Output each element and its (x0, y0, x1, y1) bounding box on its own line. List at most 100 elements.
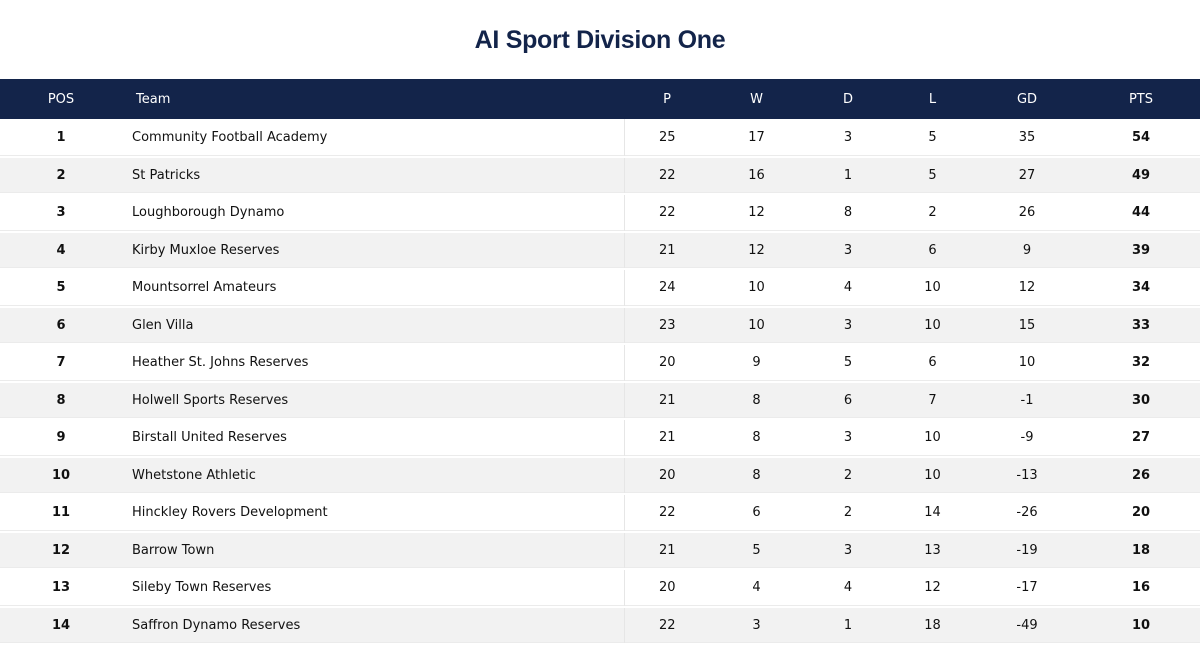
cell-goal-difference: -19 (972, 531, 1082, 570)
cell-drawn: 8 (803, 194, 893, 233)
cell-drawn: 1 (803, 156, 893, 195)
cell-played: 20 (624, 344, 710, 383)
cell-points: 20 (1082, 494, 1200, 533)
cell-drawn: 4 (803, 269, 893, 308)
cell-won: 8 (710, 381, 803, 420)
cell-team: Glen Villa (122, 306, 625, 345)
cell-lost: 10 (893, 419, 972, 458)
league-table: POS Team P W D L GD PTS 1 Community Footb… (0, 79, 1200, 645)
column-header-played: P (663, 91, 671, 107)
cell-pos: 9 (0, 419, 122, 458)
cell-team: Hinckley Rovers Development (122, 494, 625, 533)
cell-goal-difference: -17 (972, 569, 1082, 608)
cell-goal-difference: -13 (972, 456, 1082, 495)
cell-goal-difference: 35 (972, 119, 1082, 158)
cell-played: 21 (624, 531, 710, 570)
table-row: 14 Saffron Dynamo Reserves 22 3 1 18 -49 10 (0, 606, 1200, 645)
cell-team: St Patricks (122, 156, 625, 195)
cell-pos: 12 (0, 531, 122, 570)
table-row: 5 Mountsorrel Amateurs 24 10 4 10 12 34 (0, 269, 1200, 308)
cell-points: 26 (1082, 456, 1200, 495)
cell-pos: 10 (0, 456, 122, 495)
cell-goal-difference: 15 (972, 306, 1082, 345)
cell-played: 25 (624, 119, 710, 158)
cell-team: Community Football Academy (122, 119, 625, 158)
cell-pos: 1 (0, 119, 122, 158)
column-header-goal-difference: GD (1016, 91, 1038, 107)
cell-played: 22 (624, 494, 710, 533)
cell-won: 6 (710, 494, 803, 533)
cell-won: 12 (710, 194, 803, 233)
cell-won: 12 (710, 231, 803, 270)
cell-won: 9 (710, 344, 803, 383)
column-header-won: W (750, 91, 763, 107)
cell-played: 21 (624, 381, 710, 420)
column-header-drawn: D (842, 91, 853, 107)
table-row: 3 Loughborough Dynamo 22 12 8 2 26 44 (0, 194, 1200, 233)
cell-pos: 5 (0, 269, 122, 308)
cell-drawn: 4 (803, 569, 893, 608)
cell-points: 39 (1082, 231, 1200, 270)
cell-drawn: 3 (803, 119, 893, 158)
cell-played: 22 (624, 156, 710, 195)
table-row: 13 Sileby Town Reserves 20 4 4 12 -17 16 (0, 569, 1200, 608)
cell-played: 21 (624, 231, 710, 270)
cell-team: Birstall United Reserves (122, 419, 625, 458)
cell-team: Holwell Sports Reserves (122, 381, 625, 420)
cell-team: Loughborough Dynamo (122, 194, 625, 233)
column-header-pos: POS (47, 91, 75, 107)
table-row: 8 Holwell Sports Reserves 21 8 6 7 -1 30 (0, 381, 1200, 420)
cell-points: 33 (1082, 306, 1200, 345)
cell-team: Mountsorrel Amateurs (122, 269, 625, 308)
cell-team: Kirby Muxloe Reserves (122, 231, 625, 270)
cell-goal-difference: 10 (972, 344, 1082, 383)
cell-goal-difference: -49 (972, 606, 1082, 645)
cell-lost: 14 (893, 494, 972, 533)
cell-team: Whetstone Athletic (122, 456, 625, 495)
cell-pos: 14 (0, 606, 122, 645)
cell-points: 16 (1082, 569, 1200, 608)
cell-drawn: 1 (803, 606, 893, 645)
cell-team: Saffron Dynamo Reserves (122, 606, 625, 645)
cell-lost: 18 (893, 606, 972, 645)
cell-won: 10 (710, 269, 803, 308)
cell-goal-difference: 12 (972, 269, 1082, 308)
cell-goal-difference: 9 (972, 231, 1082, 270)
cell-won: 8 (710, 456, 803, 495)
table-row: 9 Birstall United Reserves 21 8 3 10 -9 27 (0, 419, 1200, 458)
cell-drawn: 5 (803, 344, 893, 383)
cell-played: 22 (624, 606, 710, 645)
header-row: POS Team P W D L GD PTS (0, 79, 1200, 119)
table-row: 7 Heather St. Johns Reserves 20 9 5 6 10 32 (0, 344, 1200, 383)
cell-drawn: 2 (803, 494, 893, 533)
cell-points: 32 (1082, 344, 1200, 383)
table-row: 6 Glen Villa 23 10 3 10 15 33 (0, 306, 1200, 345)
cell-goal-difference: 26 (972, 194, 1082, 233)
cell-team: Barrow Town (122, 531, 625, 570)
cell-pos: 11 (0, 494, 122, 533)
cell-drawn: 3 (803, 231, 893, 270)
table-row: 1 Community Football Academy 25 17 3 5 35 54 (0, 119, 1200, 158)
column-header-points: PTS (1128, 91, 1154, 107)
cell-pos: 6 (0, 306, 122, 345)
cell-goal-difference: -9 (972, 419, 1082, 458)
cell-pos: 3 (0, 194, 122, 233)
cell-lost: 2 (893, 194, 972, 233)
cell-won: 4 (710, 569, 803, 608)
cell-won: 3 (710, 606, 803, 645)
cell-played: 24 (624, 269, 710, 308)
cell-pos: 4 (0, 231, 122, 270)
cell-won: 5 (710, 531, 803, 570)
table-row: 10 Whetstone Athletic 20 8 2 10 -13 26 (0, 456, 1200, 495)
table-row: 4 Kirby Muxloe Reserves 21 12 3 6 9 39 (0, 231, 1200, 270)
cell-lost: 10 (893, 269, 972, 308)
page-title: AI Sport Division One (474, 26, 726, 54)
cell-points: 49 (1082, 156, 1200, 195)
cell-won: 16 (710, 156, 803, 195)
cell-points: 34 (1082, 269, 1200, 308)
cell-pos: 2 (0, 156, 122, 195)
cell-pos: 8 (0, 381, 122, 420)
cell-lost: 10 (893, 306, 972, 345)
column-header-team: Team (136, 91, 171, 107)
cell-lost: 5 (893, 156, 972, 195)
